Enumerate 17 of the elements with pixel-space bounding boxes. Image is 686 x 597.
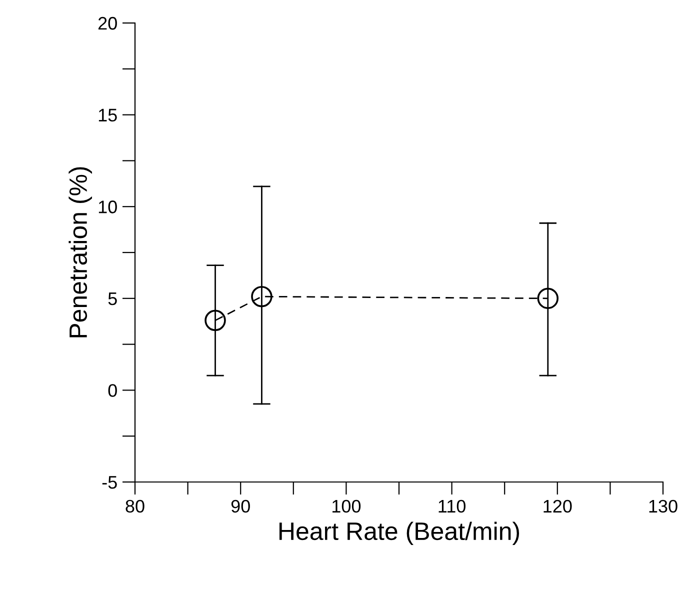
y-tick-label: 15	[98, 108, 117, 122]
point	[251, 286, 272, 308]
y-tick-label: 20	[98, 16, 117, 30]
y-tick-label: 5	[108, 292, 117, 306]
y-axis-title: Penetration (%)	[68, 167, 92, 338]
x-tick-label: 120	[544, 500, 572, 513]
y-tick-label: 10	[98, 200, 117, 214]
y-tick-label: 0	[108, 384, 117, 397]
x-tick-label: 130	[649, 500, 678, 513]
x-tick-label: 100	[332, 500, 361, 513]
y-tick-label: -5	[102, 476, 117, 489]
point	[537, 288, 559, 310]
x-tick-label: 90	[231, 500, 250, 513]
x-axis-title: Heart Rate (Beat/min)	[279, 522, 520, 546]
point	[204, 310, 226, 332]
x-tick-label: 110	[438, 500, 466, 513]
x-tick-label: 80	[126, 500, 144, 513]
